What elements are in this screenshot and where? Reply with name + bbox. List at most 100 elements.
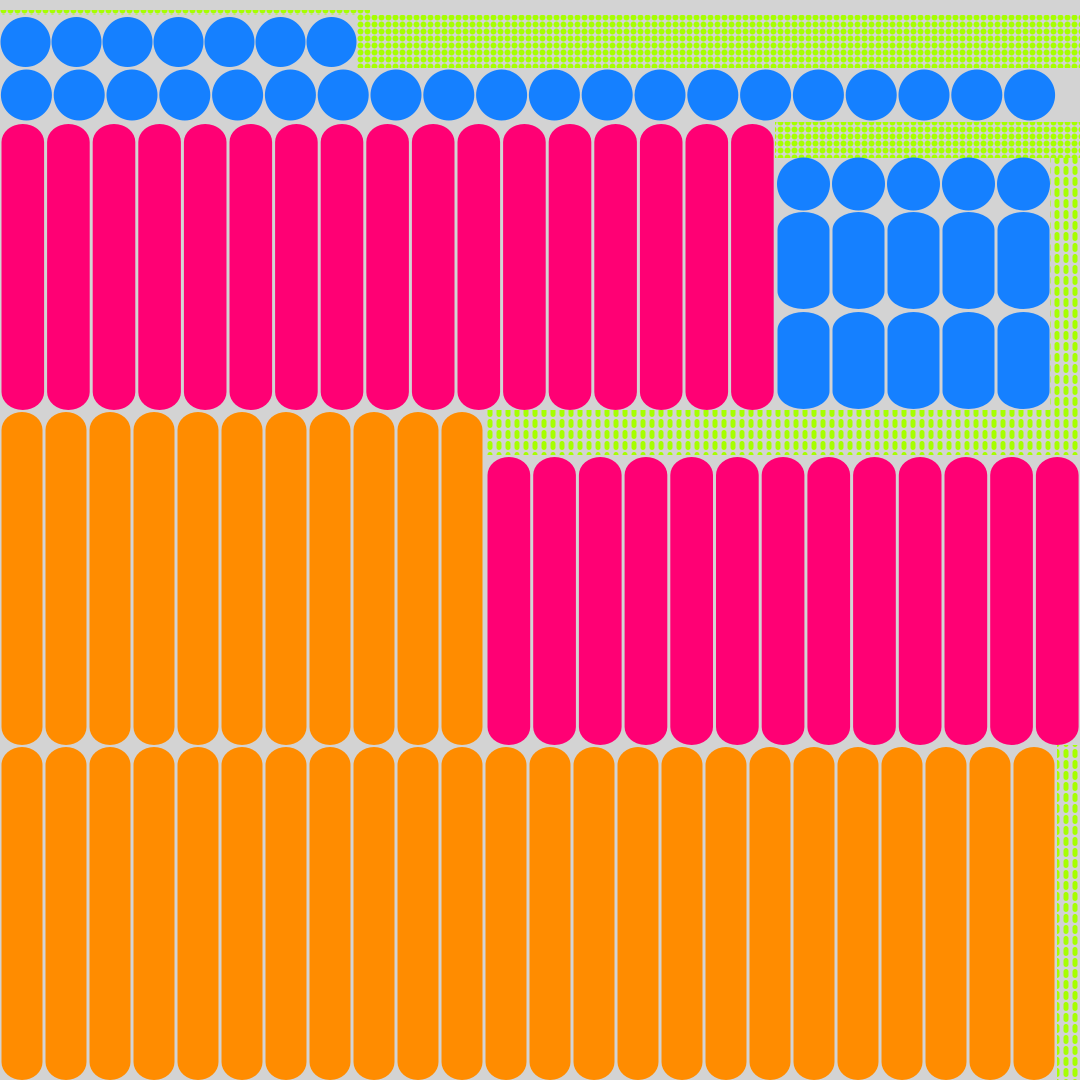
pill — [925, 747, 967, 1080]
pill — [89, 412, 131, 745]
circle — [845, 69, 897, 121]
pill — [1, 412, 43, 745]
pill — [887, 212, 940, 309]
circle — [476, 69, 528, 121]
dot-strip — [0, 10, 370, 15]
pill — [705, 747, 747, 1080]
pill — [45, 747, 87, 1080]
pill — [997, 312, 1050, 409]
pill — [47, 124, 90, 410]
circle — [951, 69, 1003, 121]
pill — [529, 747, 571, 1080]
pill — [133, 412, 175, 745]
circle — [159, 69, 211, 121]
circle — [264, 69, 316, 121]
pill — [309, 747, 351, 1080]
pill — [716, 457, 759, 745]
pill — [353, 412, 395, 745]
pill — [1, 747, 43, 1080]
circle — [687, 69, 739, 121]
pill — [887, 312, 940, 409]
pill — [320, 124, 364, 410]
pill — [265, 747, 307, 1080]
circle — [204, 17, 255, 67]
circle — [102, 17, 153, 67]
pill — [670, 457, 713, 745]
pill — [353, 747, 395, 1080]
circle — [898, 69, 950, 121]
pill — [761, 457, 805, 745]
circle — [997, 157, 1050, 211]
pill — [441, 747, 483, 1080]
circle — [53, 69, 105, 121]
pill — [578, 457, 622, 745]
pill — [485, 747, 527, 1080]
pill — [397, 747, 439, 1080]
pill — [942, 212, 995, 309]
pill — [221, 747, 263, 1080]
dash-strip — [485, 410, 1080, 455]
pill — [548, 124, 592, 410]
pill — [265, 412, 307, 745]
pill — [942, 312, 995, 409]
circle — [740, 69, 792, 121]
pill — [229, 124, 273, 410]
pill — [639, 124, 683, 410]
pill — [685, 124, 729, 410]
pill — [749, 747, 791, 1080]
pill — [221, 412, 263, 745]
circle — [212, 69, 264, 121]
pill — [457, 124, 501, 410]
pill — [777, 212, 830, 309]
pill — [397, 412, 439, 745]
circle — [51, 17, 102, 67]
pill — [177, 412, 219, 745]
pill — [309, 412, 351, 745]
pill — [1013, 747, 1055, 1080]
pill — [89, 747, 131, 1080]
pill — [441, 412, 483, 745]
pill — [133, 747, 175, 1080]
pill — [832, 212, 885, 309]
pill — [807, 457, 851, 745]
circle — [153, 17, 204, 67]
pill — [594, 124, 637, 410]
dash-column — [1057, 745, 1080, 1080]
pill — [898, 457, 942, 745]
circle — [792, 69, 844, 121]
pill — [366, 124, 409, 410]
pill — [731, 124, 774, 410]
pill — [661, 747, 703, 1080]
circle — [370, 69, 422, 121]
circle — [581, 69, 633, 121]
circle — [0, 69, 52, 121]
circle — [528, 69, 580, 121]
pill — [411, 124, 455, 410]
pill — [624, 457, 668, 745]
dot-field — [775, 122, 1080, 158]
pill — [997, 212, 1050, 309]
circle — [0, 17, 51, 67]
circle — [634, 69, 686, 121]
circle — [1004, 69, 1056, 121]
pill — [832, 312, 885, 409]
pill — [138, 124, 181, 410]
pill — [275, 124, 318, 410]
pill — [990, 457, 1033, 745]
pill — [793, 747, 835, 1080]
circle — [317, 69, 369, 121]
pill — [777, 312, 830, 409]
circle — [832, 157, 885, 211]
pill — [183, 124, 227, 410]
pill — [969, 747, 1011, 1080]
pill — [853, 457, 896, 745]
pill — [92, 124, 136, 410]
pill — [177, 747, 219, 1080]
pill — [573, 747, 615, 1080]
pill — [944, 457, 988, 745]
circle — [106, 69, 158, 121]
circle — [255, 17, 306, 67]
pill — [837, 747, 879, 1080]
pill — [487, 457, 531, 745]
